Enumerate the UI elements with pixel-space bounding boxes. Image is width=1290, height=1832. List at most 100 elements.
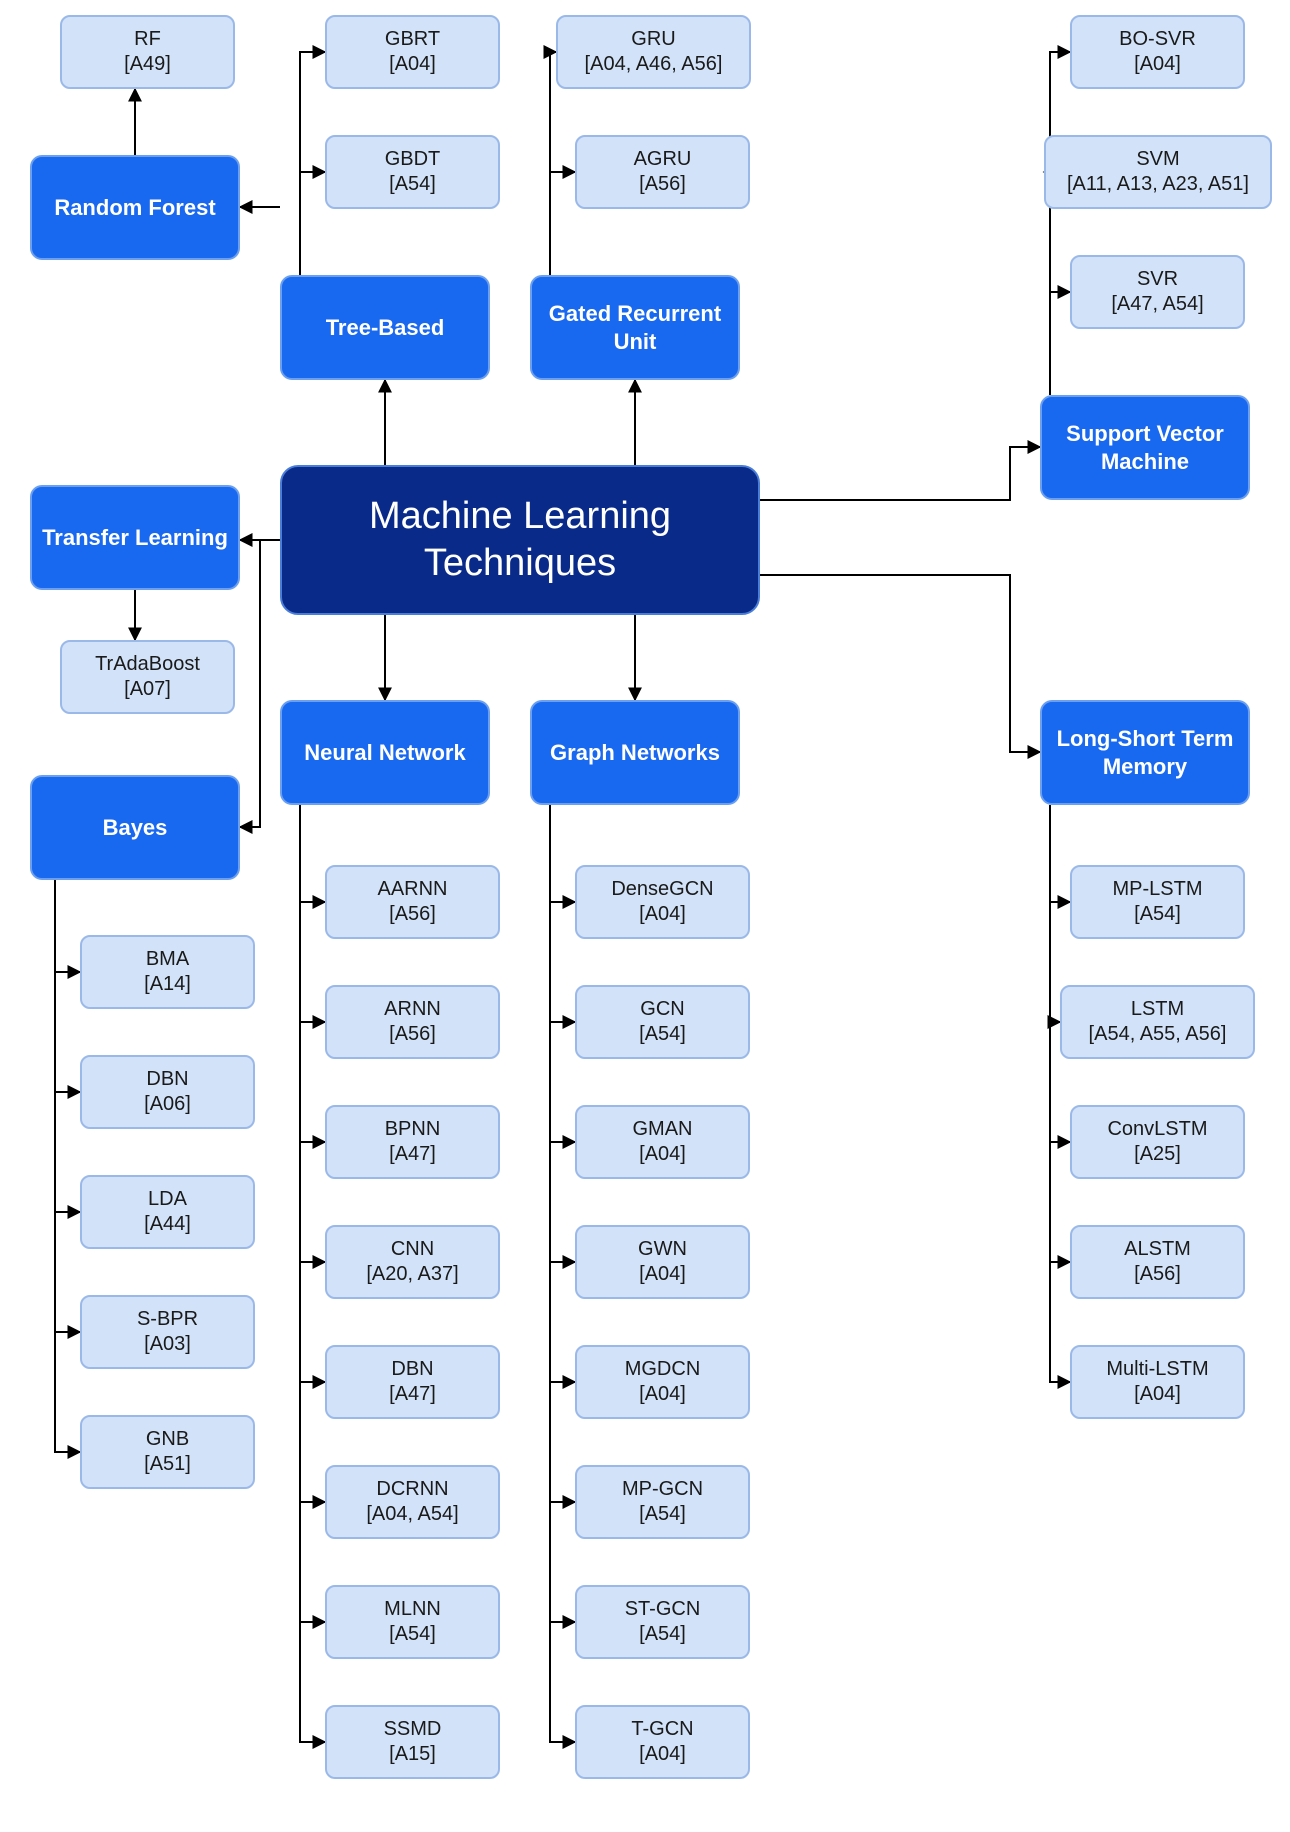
edge [550, 805, 575, 1502]
edge [55, 880, 80, 1452]
edge [300, 805, 325, 1622]
leaf-tgcn: T-GCN[A04] [575, 1705, 750, 1779]
edge [300, 52, 325, 290]
leaf-mlnn: MLNN[A54] [325, 1585, 500, 1659]
leaf-name: BPNN [385, 1117, 441, 1142]
leaf-dbn_b: DBN[A06] [80, 1055, 255, 1129]
leaf-name: DCRNN [376, 1477, 448, 1502]
edge [550, 172, 575, 290]
leaf-ref: [A56] [1134, 1262, 1181, 1287]
leaf-ref: [A54] [639, 1622, 686, 1647]
leaf-name: DBN [391, 1357, 433, 1382]
leaf-name: AGRU [634, 147, 692, 172]
leaf-ref: [A04] [389, 52, 436, 77]
leaf-name: ALSTM [1124, 1237, 1191, 1262]
edge [300, 805, 325, 1502]
root-label: Machine Learning Techniques [282, 493, 758, 588]
category-graph: Graph Networks [530, 700, 740, 805]
leaf-mpgcn: MP-GCN[A54] [575, 1465, 750, 1539]
edge [300, 805, 325, 1142]
leaf-bma: BMA[A14] [80, 935, 255, 1009]
leaf-mplstm: MP-LSTM[A54] [1070, 865, 1245, 939]
leaf-mgdcn: MGDCN[A04] [575, 1345, 750, 1419]
leaf-ref: [A54] [1134, 902, 1181, 927]
edge [55, 880, 80, 972]
category-label: Random Forest [54, 194, 215, 222]
edge [1050, 52, 1070, 395]
leaf-ref: [A15] [389, 1742, 436, 1767]
leaf-rf: RF[A49] [60, 15, 235, 89]
leaf-name: BMA [146, 947, 189, 972]
edge [300, 805, 325, 1022]
leaf-name: SSMD [384, 1717, 442, 1742]
leaf-ref: [A04] [639, 1262, 686, 1287]
leaf-densegcn: DenseGCN[A04] [575, 865, 750, 939]
category-lstm: Long-Short Term Memory [1040, 700, 1250, 805]
leaf-name: ST-GCN [625, 1597, 701, 1622]
leaf-name: MGDCN [625, 1357, 701, 1382]
leaf-lda: LDA[A44] [80, 1175, 255, 1249]
edge [1050, 805, 1070, 1142]
category-bayes: Bayes [30, 775, 240, 880]
edge [55, 880, 80, 1332]
leaf-stgcn: ST-GCN[A54] [575, 1585, 750, 1659]
leaf-ref: [A56] [389, 1022, 436, 1047]
leaf-name: T-GCN [631, 1717, 693, 1742]
leaf-ref: [A20, A37] [366, 1262, 458, 1287]
leaf-name: GWN [638, 1237, 687, 1262]
leaf-ref: [A47, A54] [1111, 292, 1203, 317]
leaf-svr: SVR[A47, A54] [1070, 255, 1245, 329]
leaf-ref: [A11, A13, A23, A51] [1067, 172, 1249, 197]
leaf-multilstm: Multi-LSTM[A04] [1070, 1345, 1245, 1419]
leaf-name: DenseGCN [611, 877, 713, 902]
edge [550, 805, 575, 1742]
category-label: Gated Recurrent Unit [532, 300, 738, 355]
edge [300, 172, 325, 290]
leaf-alstm: ALSTM[A56] [1070, 1225, 1245, 1299]
edge [300, 805, 325, 902]
leaf-dbn_n: DBN[A47] [325, 1345, 500, 1419]
category-gru: Gated Recurrent Unit [530, 275, 740, 380]
leaf-ref: [A54] [639, 1502, 686, 1527]
leaf-ref: [A04, A54] [366, 1502, 458, 1527]
leaf-ref: [A04, A46, A56] [585, 52, 723, 77]
edge [1050, 805, 1070, 902]
leaf-gcn: GCN[A54] [575, 985, 750, 1059]
leaf-name: GCN [640, 997, 684, 1022]
leaf-convlstm: ConvLSTM[A25] [1070, 1105, 1245, 1179]
leaf-ref: [A54] [389, 1622, 436, 1647]
category-label: Neural Network [304, 739, 465, 767]
leaf-ref: [A04] [639, 1142, 686, 1167]
category-label: Tree-Based [326, 314, 445, 342]
leaf-gbdt: GBDT[A54] [325, 135, 500, 209]
leaf-ssmd: SSMD[A15] [325, 1705, 500, 1779]
leaf-name: TrAdaBoost [95, 652, 200, 677]
leaf-gnb: GNB[A51] [80, 1415, 255, 1489]
leaf-ref: [A47] [389, 1382, 436, 1407]
category-transfer: Transfer Learning [30, 485, 240, 590]
leaf-ref: [A44] [144, 1212, 191, 1237]
leaf-gman: GMAN[A04] [575, 1105, 750, 1179]
leaf-name: LSTM [1131, 997, 1184, 1022]
edge [760, 575, 1040, 752]
leaf-name: DBN [146, 1067, 188, 1092]
leaf-name: MP-GCN [622, 1477, 703, 1502]
leaf-aarnn: AARNN[A56] [325, 865, 500, 939]
leaf-ref: [A25] [1134, 1142, 1181, 1167]
category-label: Bayes [103, 814, 168, 842]
category-nn: Neural Network [280, 700, 490, 805]
leaf-cnn: CNN[A20, A37] [325, 1225, 500, 1299]
leaf-name: S-BPR [137, 1307, 198, 1332]
leaf-name: GMAN [633, 1117, 693, 1142]
edge [1050, 292, 1070, 395]
edge [550, 805, 575, 1262]
edge [240, 540, 280, 827]
leaf-bosvr: BO-SVR[A04] [1070, 15, 1245, 89]
leaf-dcrnn: DCRNN[A04, A54] [325, 1465, 500, 1539]
leaf-ref: [A04] [639, 1742, 686, 1767]
category-tree_based: Tree-Based [280, 275, 490, 380]
leaf-ref: [A04] [1134, 52, 1181, 77]
category-label: Graph Networks [550, 739, 720, 767]
leaf-lstm_leaf: LSTM[A54, A55, A56] [1060, 985, 1255, 1059]
leaf-ref: [A04] [639, 1382, 686, 1407]
